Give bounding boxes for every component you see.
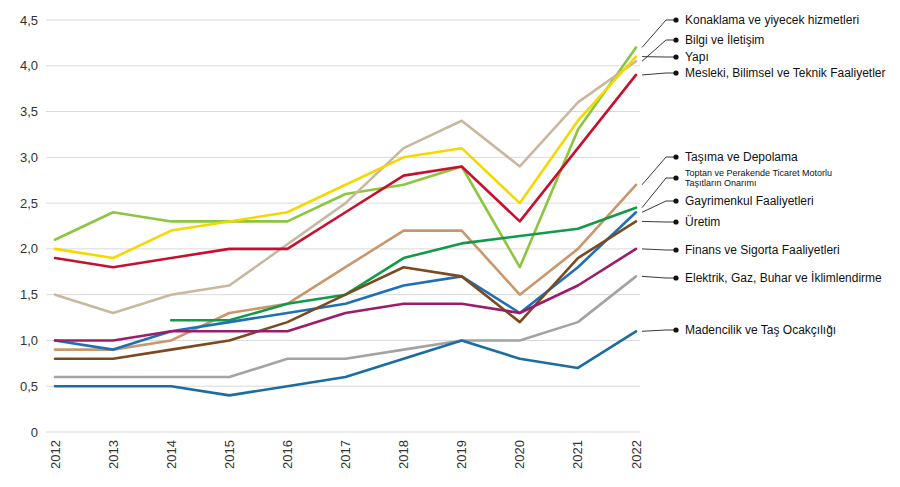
leader-line: [642, 330, 676, 331]
legend-label: Yapı: [685, 50, 709, 64]
legend-dot: [673, 154, 678, 159]
grid-line: [46, 111, 640, 112]
series-line: [55, 57, 636, 258]
y-tick-label: 4,5: [20, 13, 38, 28]
x-tick-label: 2012: [48, 440, 63, 469]
leader-line: [642, 157, 676, 185]
leader-line: [642, 249, 676, 250]
leader-line: [642, 20, 676, 47]
legend-dot: [673, 17, 678, 22]
x-tick-label: 2022: [629, 440, 644, 469]
x-tick-label: 2018: [396, 440, 411, 469]
x-tick-label: 2021: [570, 440, 585, 469]
x-tick-label: 2016: [280, 440, 295, 469]
series-line: [55, 185, 636, 350]
legend-label: Bilgi ve İletişim: [685, 33, 764, 47]
series-line: [55, 212, 636, 349]
y-tick-label: 3,5: [20, 104, 38, 119]
legend-dot: [673, 219, 678, 224]
y-tick-label: 2,0: [20, 241, 38, 256]
x-tick-label: 2019: [454, 440, 469, 469]
series-line: [55, 221, 636, 358]
leader-line: [642, 56, 676, 57]
legend-label: Üretim: [685, 215, 720, 229]
leader-line: [642, 201, 676, 212]
grid-line: [46, 65, 640, 66]
x-tick-label: 2020: [512, 440, 527, 469]
legend-dot: [673, 54, 678, 59]
legend-label: Toptan ve Perakende Ticaret Motorlu Taşı…: [685, 168, 835, 188]
x-tick-label: 2014: [164, 440, 179, 469]
legend-dot: [673, 275, 678, 280]
legend-label: Gayrimenkul Faaliyetleri: [685, 194, 814, 208]
legend-label: Konaklama ve yiyecek hizmetleri: [685, 13, 859, 27]
grid-line: [46, 340, 640, 341]
legend-dot: [673, 37, 678, 42]
series-line: [55, 75, 636, 267]
x-tick-label: 2017: [338, 440, 353, 469]
series-line: [55, 61, 636, 313]
y-tick-label: 4,0: [20, 58, 38, 73]
leader-line: [642, 73, 676, 75]
y-tick-label: 0: [31, 425, 38, 440]
series-line: [55, 276, 636, 377]
grid-line: [46, 432, 640, 433]
legend-label: Taşıma ve Depolama: [685, 150, 798, 164]
x-tick-label: 2015: [222, 440, 237, 469]
legend-label: Madencilik ve Taş Ocakçılığı: [685, 323, 836, 337]
y-tick-label: 0,5: [20, 379, 38, 394]
y-tick-label: 1,5: [20, 287, 38, 302]
lines: [55, 47, 636, 395]
y-tick-label: 3,0: [20, 150, 38, 165]
leader-line: [642, 276, 676, 278]
chart: 0 0,5 1,0 1,5 2,0 2,5 3,0 3,5 4,0 4,5 2012 2013 2014…: [0, 0, 900, 487]
grid-line: [46, 20, 640, 21]
legend-dot: [673, 175, 678, 180]
y-tick-label: 1,0: [20, 333, 38, 348]
series-line: [55, 249, 636, 341]
legend-label: Finans ve Sigorta Faaliyetleri: [685, 243, 840, 257]
grid: [46, 20, 640, 432]
legend-dot: [673, 198, 678, 203]
legend-dot: [673, 247, 678, 252]
series-line: [55, 47, 636, 267]
legend-dot: [673, 70, 678, 75]
leader-line: [642, 221, 676, 223]
legend-label: Elektrik, Gaz, Buhar ve İklimlendirme: [685, 271, 882, 285]
x-tick-label: 2013: [106, 440, 121, 469]
legend-label: Mesleki, Bilimsel ve Teknik Faaliyetler: [685, 66, 886, 80]
y-tick-label: 2,5: [20, 196, 38, 211]
leader-line: [642, 40, 676, 61]
series-line: [55, 331, 636, 395]
legend-dot: [673, 327, 678, 332]
legend: Konaklama ve yiyecek hizmetleri Bilgi ve …: [642, 13, 886, 337]
leader-line: [642, 178, 676, 208]
